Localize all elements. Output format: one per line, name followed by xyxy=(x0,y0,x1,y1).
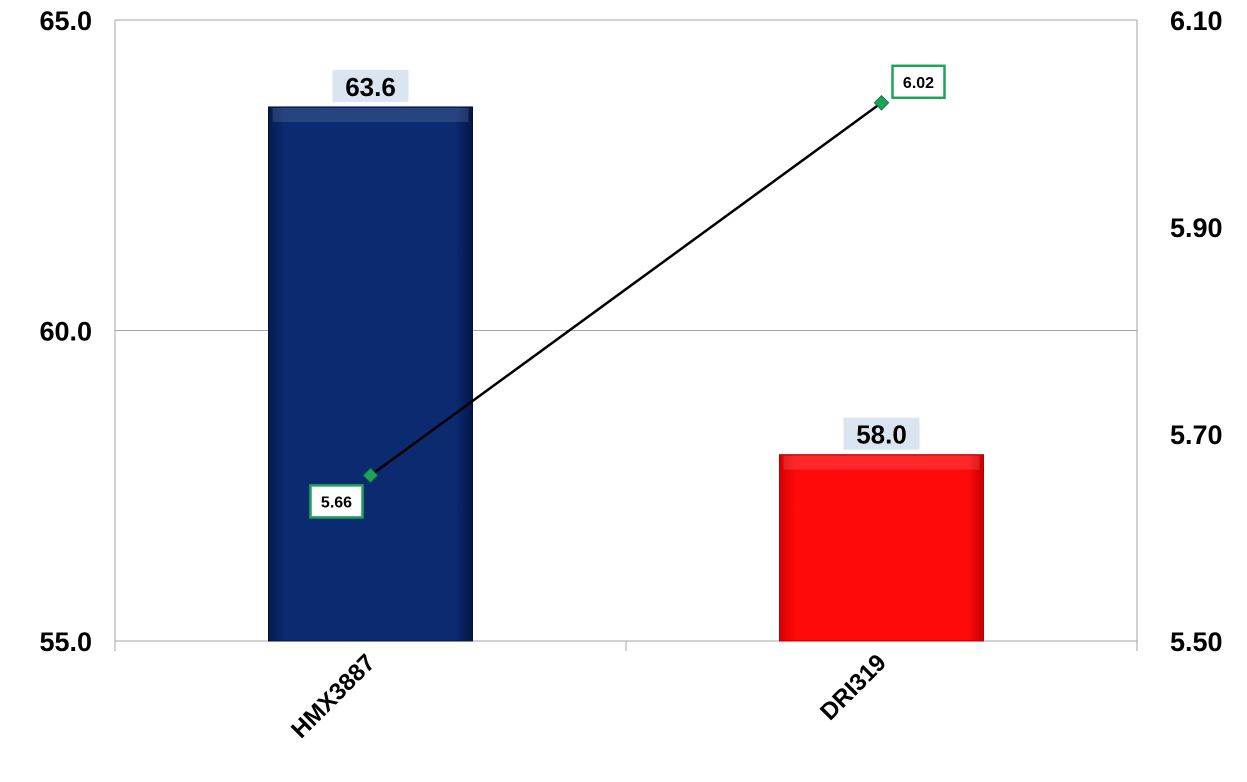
y-right-tick-label: 5.50 xyxy=(1170,627,1223,657)
line-value-label: 5.66 xyxy=(321,494,352,511)
line-marker xyxy=(873,95,890,111)
line-series xyxy=(362,95,890,484)
bar-value-label-box xyxy=(843,417,920,450)
bar-value-label: 58.0 xyxy=(856,420,907,450)
y-left-tick-label: 55.0 xyxy=(39,627,92,657)
line-value-label: 6.02 xyxy=(903,75,934,92)
y-right-tick-label: 6.10 xyxy=(1170,6,1223,36)
labels: 55.0 60.0 65.0 5.50 5.70 5.90 6.10 63.6 58.0 5.66… xyxy=(39,6,1222,744)
y-right-tick-label: 5.70 xyxy=(1170,420,1223,450)
bars xyxy=(268,106,984,642)
bar xyxy=(779,454,984,642)
line-value-label-box xyxy=(309,484,364,519)
y-right-tick-label: 5.90 xyxy=(1170,213,1223,243)
bar-highlight xyxy=(783,455,980,470)
line-marker xyxy=(362,467,379,484)
category-label: DRI319 xyxy=(815,649,892,726)
line-path xyxy=(369,101,883,477)
line-value-label-box xyxy=(891,64,946,100)
y-left-tick-label: 65.0 xyxy=(39,6,92,36)
bar-value-label-box xyxy=(332,69,409,102)
bar-value-label: 63.6 xyxy=(345,72,396,102)
y-left-tick-label: 60.0 xyxy=(39,317,92,347)
bar-highlight xyxy=(272,107,469,122)
bar xyxy=(268,106,473,642)
category-label: HMX3887 xyxy=(286,649,381,744)
